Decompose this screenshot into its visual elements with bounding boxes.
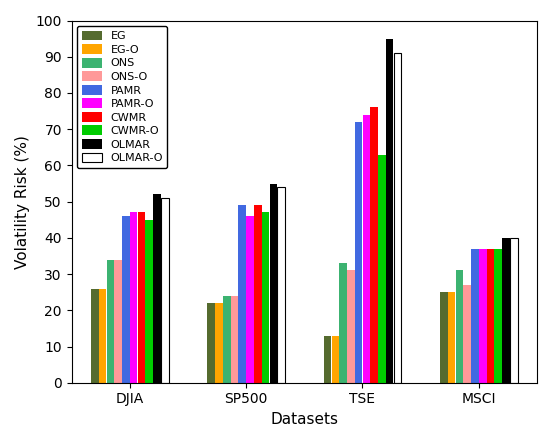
Bar xyxy=(107,259,114,383)
Y-axis label: Volatility Risk (%): Volatility Risk (%) xyxy=(15,135,30,269)
Bar xyxy=(208,303,215,383)
Bar xyxy=(386,38,394,383)
Bar xyxy=(269,183,277,383)
Bar xyxy=(487,249,494,383)
X-axis label: Datasets: Datasets xyxy=(270,412,338,427)
Bar xyxy=(130,213,137,383)
Bar xyxy=(246,216,254,383)
Bar xyxy=(99,289,107,383)
Bar xyxy=(363,114,370,383)
Bar xyxy=(510,238,518,383)
Bar xyxy=(502,238,510,383)
Bar xyxy=(495,249,502,383)
Bar xyxy=(440,292,448,383)
Bar xyxy=(215,303,223,383)
Bar xyxy=(378,155,386,383)
Bar xyxy=(262,213,269,383)
Bar xyxy=(122,216,130,383)
Bar xyxy=(145,220,153,383)
Bar xyxy=(223,296,231,383)
Bar xyxy=(161,198,168,383)
Bar xyxy=(463,285,471,383)
Bar xyxy=(448,292,455,383)
Bar xyxy=(324,335,331,383)
Bar xyxy=(339,263,347,383)
Bar xyxy=(355,122,363,383)
Bar xyxy=(153,194,161,383)
Bar xyxy=(254,205,262,383)
Bar xyxy=(277,187,285,383)
Bar xyxy=(231,296,238,383)
Bar xyxy=(91,289,99,383)
Bar xyxy=(332,335,339,383)
Bar xyxy=(394,53,401,383)
Bar xyxy=(370,107,378,383)
Bar xyxy=(347,271,355,383)
Bar xyxy=(479,249,486,383)
Bar xyxy=(114,259,122,383)
Bar xyxy=(238,205,246,383)
Bar xyxy=(137,213,145,383)
Bar xyxy=(471,249,479,383)
Bar xyxy=(455,271,463,383)
Legend: EG, EG-O, ONS, ONS-O, PAMR, PAMR-O, CWMR, CWMR-O, OLMAR, OLMAR-O: EG, EG-O, ONS, ONS-O, PAMR, PAMR-O, CWMR… xyxy=(77,26,167,168)
